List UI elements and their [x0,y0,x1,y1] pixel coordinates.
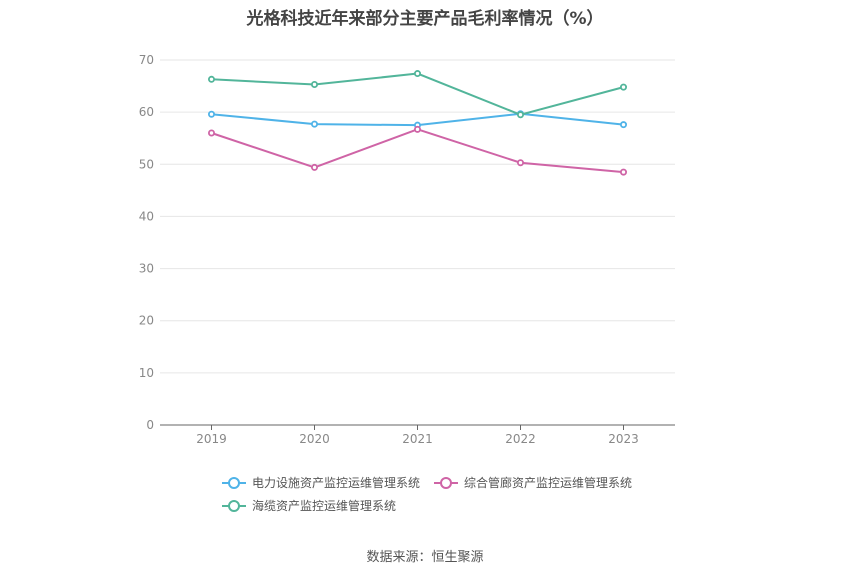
y-axis-ticks: 0 10 20 30 40 50 60 70 [139,53,154,432]
series-layer [207,70,628,176]
x-tick-label: 2020 [299,432,330,446]
line-chart: 0 10 20 30 40 50 60 70 2019 2020 2021 2022 2023 电力设… [139,53,675,513]
data-point [620,83,628,91]
legend-marker-icon [228,477,240,489]
legend-label: 电力设施资产监控运维管理系统 [252,475,420,490]
data-point [207,110,215,118]
chart-title: 光格科技近年来部分主要产品毛利率情况（%） [246,9,604,29]
y-tick-label: 0 [146,418,154,432]
x-tick-label: 2022 [505,432,536,446]
series-1 [207,110,628,129]
x-axis: 2019 2020 2021 2022 2023 [160,424,675,446]
x-tick-label: 2021 [402,432,433,446]
legend-item-3[interactable]: 海缆资产监控运维管理系统 [222,498,396,513]
series-3 [207,70,628,119]
legend-marker-icon [228,500,240,512]
legend-label: 海缆资产监控运维管理系统 [252,498,396,513]
data-point [620,168,628,176]
data-point [517,159,525,167]
series-line [211,72,624,116]
y-tick-label: 60 [139,105,154,119]
x-tick-label: 2023 [608,432,639,446]
y-tick-label: 50 [139,157,154,171]
legend-marker-icon [440,477,452,489]
series-line [211,128,624,174]
data-point [620,121,628,129]
data-source: 数据来源：恒生聚源 [366,550,484,565]
y-tick-label: 30 [139,262,154,276]
legend-item-2[interactable]: 综合管廊资产监控运维管理系统 [434,475,632,490]
data-point [517,111,525,119]
y-tick-label: 70 [139,53,154,67]
y-tick-label: 40 [139,209,154,223]
data-point [310,120,318,128]
grid-lines [160,59,675,374]
data-point [413,125,421,133]
series-2 [207,125,628,176]
data-point [310,163,318,171]
y-tick-label: 10 [139,366,154,380]
data-point [207,75,215,83]
data-point [413,70,421,78]
data-point [207,129,215,137]
data-point [310,81,318,89]
x-tick-label: 2019 [196,432,227,446]
legend-label: 综合管廊资产监控运维管理系统 [464,475,632,490]
legend-item-1[interactable]: 电力设施资产监控运维管理系统 [222,475,420,490]
y-tick-label: 20 [139,314,154,328]
